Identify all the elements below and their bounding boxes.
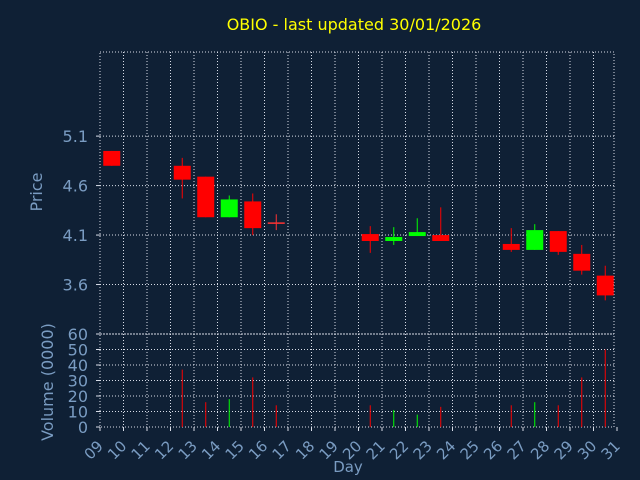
candle-body: [596, 275, 614, 296]
candle-body: [220, 199, 238, 218]
candle-body: [549, 231, 567, 252]
volume-tick-label: 40: [68, 356, 88, 375]
price-tick-label: 5.1: [63, 127, 88, 146]
day-tick-label: 17: [269, 437, 295, 463]
price-candles: [103, 150, 614, 301]
day-tick-label: 23: [410, 437, 436, 463]
candle-body: [573, 253, 591, 271]
candle-body: [361, 234, 379, 241]
candle-body: [173, 165, 191, 180]
candle-body: [502, 243, 520, 250]
price-tick-label: 3.6: [63, 276, 88, 295]
candle-body: [244, 201, 262, 229]
price-tick-label: 4.6: [63, 177, 88, 196]
day-tick-label: 15: [222, 437, 248, 463]
day-tick-label: 12: [151, 437, 177, 463]
day-tick-label: 21: [363, 437, 389, 463]
volume-grid: [99, 333, 615, 428]
day-tick-label: 30: [574, 437, 600, 463]
price-grid: [99, 51, 615, 335]
day-tick-label: 13: [175, 437, 201, 463]
candle-body: [432, 235, 450, 241]
volume-tick-label: 10: [68, 403, 88, 422]
day-tick-label: 28: [527, 437, 553, 463]
day-tick-label: 29: [551, 437, 577, 463]
volume-bars: [181, 349, 606, 427]
candle-body: [103, 150, 121, 166]
volume-tick-label: 0: [78, 418, 88, 437]
day-tick-label: 18: [292, 437, 318, 463]
price-axis-ticks: 3.6 4.1 4.6 5.1: [63, 127, 100, 295]
candle-body: [385, 237, 403, 241]
price-panel-border: [99, 51, 615, 335]
day-tick-label: 11: [128, 437, 154, 463]
day-axis-label: Day: [333, 458, 363, 476]
day-tick-label: 24: [433, 437, 459, 463]
candle-body: [197, 176, 215, 218]
volume-tick-label: 30: [68, 372, 88, 391]
volume-axis-label: Volume (0000): [38, 323, 57, 441]
day-tick-label: 25: [457, 437, 483, 463]
volume-panel-border: [99, 333, 615, 428]
candle-body: [408, 232, 426, 237]
day-tick-label: 14: [198, 437, 224, 463]
day-tick-label: 27: [504, 437, 530, 463]
day-tick-label: 09: [81, 437, 107, 463]
day-tick-label: 10: [104, 437, 130, 463]
chart-title: OBIO - last updated 30/01/2026: [227, 15, 482, 34]
candle-body: [526, 230, 544, 250]
price-axis-label: Price: [27, 172, 46, 211]
volume-tick-label: 60: [68, 325, 88, 344]
day-tick-label: 26: [480, 437, 506, 463]
volume-tick-label: 20: [68, 387, 88, 406]
price-tick-label: 4.1: [63, 226, 88, 245]
day-tick-label: 22: [386, 437, 412, 463]
day-tick-label: 31: [598, 437, 624, 463]
day-tick-label: 16: [245, 437, 271, 463]
volume-tick-label: 50: [68, 341, 88, 360]
